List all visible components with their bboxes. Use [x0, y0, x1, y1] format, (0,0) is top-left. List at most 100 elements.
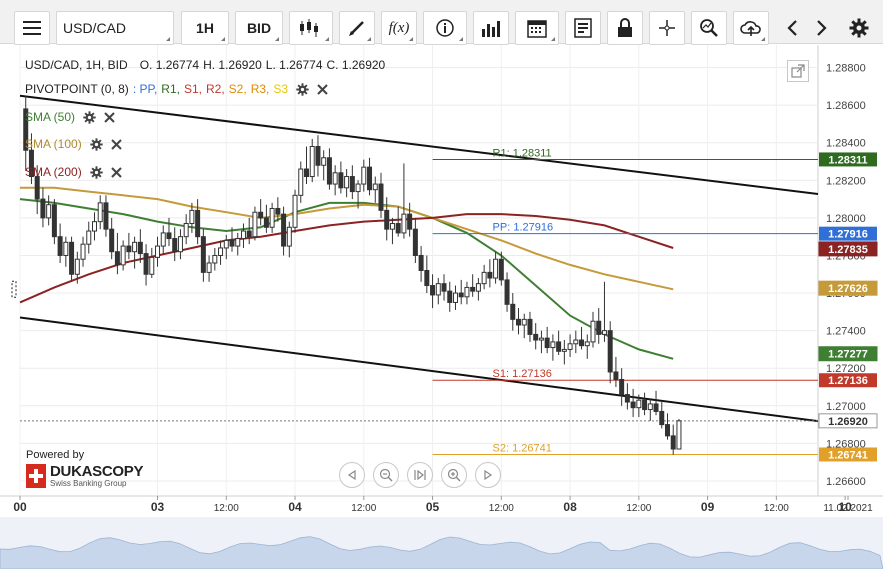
menu-button[interactable]	[14, 11, 50, 45]
indicators-button[interactable]: f(x)	[381, 11, 417, 45]
scroll-back-button[interactable]	[339, 462, 365, 488]
candle	[361, 159, 367, 192]
candle	[309, 138, 315, 183]
pivot-settings-button[interactable]	[296, 82, 309, 96]
close-icon	[104, 111, 115, 123]
candles-icon	[300, 19, 318, 37]
candle-body-down	[607, 330, 613, 373]
candle-body-down	[23, 108, 29, 151]
chart-area[interactable]: 1.26600 1.26800 1.27000 1.27200 1.27400 1.276…	[0, 45, 883, 569]
powered-by-label: Powered by	[26, 449, 85, 461]
candle	[481, 264, 487, 290]
candle-body-down	[349, 176, 355, 193]
candle	[103, 195, 109, 237]
price-axis-background	[818, 45, 883, 569]
zoom-button[interactable]	[691, 11, 727, 45]
report-button[interactable]	[565, 11, 601, 45]
candle-body-up	[160, 232, 166, 247]
draw-button[interactable]	[339, 11, 375, 45]
side-selector[interactable]: BID	[235, 11, 283, 45]
sma-50-settings-button[interactable]	[83, 110, 96, 124]
candle	[80, 236, 86, 267]
price-tick-label: 1.27400	[826, 326, 866, 338]
price-tag-text-3: 1.26920	[828, 416, 868, 428]
candle-body-up	[493, 258, 499, 279]
pivot-price-tag-S2	[819, 447, 877, 462]
expand-chart-button[interactable]	[787, 60, 809, 82]
candle	[619, 368, 625, 406]
symbol-label: USD/CAD	[63, 20, 127, 36]
calendar-button[interactable]	[515, 11, 559, 45]
sma-100-settings-button[interactable]	[90, 137, 103, 151]
settings-button[interactable]	[845, 11, 873, 45]
close-icon	[317, 83, 328, 95]
sma-100-remove-button[interactable]	[110, 138, 122, 150]
pivot-remove-button[interactable]	[317, 83, 328, 95]
volume-button[interactable]	[473, 11, 509, 45]
triangle-right-icon	[484, 470, 493, 480]
candle-body-up	[240, 230, 246, 240]
candle	[579, 326, 585, 350]
candle-body-down	[28, 149, 34, 178]
symbol-selector[interactable]: USD/CAD	[56, 11, 174, 45]
candle	[527, 311, 533, 342]
candle	[120, 240, 126, 271]
candle-body-down	[172, 238, 178, 253]
price-chart[interactable]: 1.26600 1.26800 1.27000 1.27200 1.27400 1.276…	[0, 45, 883, 569]
candle	[69, 236, 75, 282]
lock-button[interactable]	[607, 11, 643, 45]
candle	[384, 197, 390, 241]
candle-body-down	[114, 251, 120, 266]
price-tick-label: 1.28200	[826, 175, 866, 187]
sma-50-remove-button[interactable]	[104, 111, 115, 123]
candle-body-up	[298, 168, 304, 196]
candle	[34, 165, 40, 215]
timeframe-selector[interactable]: 1H	[181, 11, 229, 45]
zoom-in-button[interactable]	[441, 462, 467, 488]
zoom-in-icon	[447, 468, 461, 482]
scroll-forward-button[interactable]	[475, 462, 501, 488]
candle	[86, 221, 92, 254]
candle	[441, 274, 447, 301]
candle-body-up	[91, 221, 97, 232]
swiss-cross-icon	[26, 464, 46, 488]
upload-button[interactable]	[733, 11, 769, 45]
scroll-left-button[interactable]	[779, 11, 805, 45]
pivot-price-tag-text-S2: 1.26741	[828, 449, 868, 461]
candle-body-up	[155, 245, 161, 258]
candle-body-down	[195, 209, 201, 238]
close-icon	[110, 166, 122, 178]
price-tag-2	[818, 346, 878, 362]
pivot-price-tag-PP	[819, 226, 877, 241]
time-tick-label: 04	[288, 500, 302, 514]
zoom-out-button[interactable]	[373, 462, 399, 488]
reset-view-button[interactable]	[407, 462, 433, 488]
pivot-key-3: R2,	[205, 82, 225, 96]
sma-200-remove-button[interactable]	[110, 166, 122, 178]
candle-body-down	[246, 230, 252, 238]
candle-body-down	[533, 333, 539, 341]
candle	[624, 383, 630, 410]
candle-body-up	[538, 337, 544, 341]
candle	[407, 202, 413, 237]
scroll-right-button[interactable]	[809, 11, 835, 45]
candle	[561, 340, 567, 365]
time-tick-label: 11.02.2021	[823, 503, 873, 514]
sma-200-legend: SMA (200)	[25, 165, 122, 179]
crosshair-button[interactable]	[649, 11, 685, 45]
time-tick-label: 10	[838, 500, 852, 514]
pivot-key-2: S1,	[183, 82, 202, 96]
candle-body-down	[57, 236, 63, 256]
candle	[344, 169, 350, 198]
candle-body-down	[653, 403, 659, 412]
chart-type-button[interactable]	[289, 11, 333, 45]
candle	[252, 206, 258, 241]
candle-body-down	[430, 285, 436, 296]
candle-body-up	[223, 239, 229, 249]
info-button[interactable]	[423, 11, 467, 45]
candle	[172, 227, 178, 262]
candle-body-down	[596, 320, 602, 335]
pivot-price-tag-text-R1: 1.28311	[828, 154, 867, 166]
sma-200-settings-button[interactable]	[90, 165, 103, 179]
